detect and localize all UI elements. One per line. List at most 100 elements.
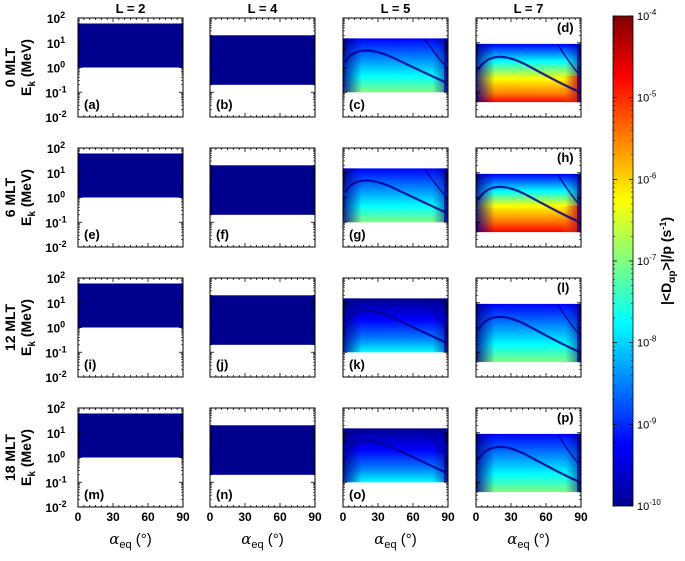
panel-l: (l): [475, 277, 582, 378]
loss-cone-edge: [444, 38, 448, 93]
panel-h: (h): [475, 147, 582, 248]
x-axis-label: αeq (°): [109, 530, 152, 551]
x-tick-label: 60: [141, 510, 155, 524]
resonance-curve-secondary: [424, 298, 446, 326]
resonance-curve: [344, 179, 447, 214]
flux-region: [78, 283, 183, 328]
y-tick-label: 10-2: [45, 369, 66, 385]
x-tick-label: 90: [574, 510, 588, 524]
x-tick-label: 60: [539, 510, 553, 524]
panel-i: (i) 102 101 100 10-1 10-2: [45, 270, 184, 385]
y-tick-label: 100: [47, 190, 65, 206]
panel-label: (j): [216, 357, 228, 372]
resonance-curve-secondary: [424, 168, 446, 196]
panel-label: (a): [84, 97, 100, 112]
row-label: 0 MLT: [2, 47, 18, 87]
panel-label: (f): [216, 227, 229, 242]
panel-label: (i): [84, 357, 96, 372]
panel-f: (f): [209, 147, 316, 248]
y-tick-label: 102: [47, 140, 65, 156]
y-tick-label: 102: [47, 400, 65, 416]
colorbar-tick-label: 10-6: [637, 171, 657, 186]
row-label: 18 MLT: [2, 433, 18, 481]
y-tick-label: 100: [47, 60, 65, 76]
colorbar-tick-label: 10-10: [637, 498, 661, 513]
y-tick-label: 101: [47, 165, 65, 181]
column-title: L = 2: [116, 1, 146, 16]
resonance-curve-secondary: [424, 428, 446, 456]
panel-b: (b): [209, 17, 316, 118]
flux-region: [210, 425, 315, 475]
resonance-curve: [344, 309, 447, 344]
flux-edge-shade: [343, 298, 448, 353]
resonance-curve: [344, 49, 447, 84]
x-tick-label: 30: [371, 510, 385, 524]
resonance-curve: [477, 445, 580, 483]
x-axis-label: αeq (°): [374, 530, 417, 551]
y-tick-label: 101: [47, 295, 65, 311]
x-tick-label: 0: [207, 510, 214, 524]
colorbar-label: |<Dαp>|/p (s-1): [658, 217, 678, 305]
x-tick-label: 60: [406, 510, 420, 524]
resonance-curve-secondary: [557, 304, 579, 334]
panel-a: (a) 102 101 100 10-1 10-2: [45, 10, 184, 125]
resonance-curve: [477, 185, 580, 223]
y-tick-label: 10-2: [45, 239, 66, 255]
panel-label: (h): [557, 150, 574, 165]
panel-g: (g): [342, 147, 449, 248]
x-tick-label: 30: [106, 510, 120, 524]
resonance-curve: [477, 55, 580, 93]
x-tick-label: 0: [75, 510, 82, 524]
panel-label: (e): [84, 227, 100, 242]
flux-region: [210, 165, 315, 215]
y-tick-label: 100: [47, 450, 65, 466]
x-axis-label: αeq (°): [241, 530, 284, 551]
panel-label: (o): [349, 487, 366, 502]
flux-region: [78, 153, 183, 198]
colorbar-tick-label: 10-9: [637, 416, 657, 431]
x-tick-label: 0: [340, 510, 347, 524]
colorbar-tick-label: 10-5: [637, 90, 657, 105]
panel-label: (g): [349, 227, 366, 242]
y-axis-label: Ek (MeV): [18, 169, 38, 226]
column-title: L = 4: [248, 1, 279, 16]
flux-region: [78, 23, 183, 68]
flux-edge-shade: [343, 428, 448, 483]
panel-n: (n)0 30 60 90 αeq (°): [207, 407, 322, 551]
column-title: L = 5: [381, 1, 411, 16]
y-tick-label: 102: [47, 270, 65, 286]
y-tick-label: 10-2: [45, 499, 66, 515]
flux-region: [210, 35, 315, 85]
colorbar-tick-label: 10-7: [637, 253, 657, 268]
y-tick-label: 10-1: [45, 474, 66, 490]
x-tick-label: 30: [238, 510, 252, 524]
flux-region: [210, 295, 315, 345]
y-axis-label: Ek (MeV): [18, 429, 38, 486]
y-tick-label: 10-1: [45, 84, 66, 100]
resonance-curve-secondary: [557, 434, 579, 464]
x-tick-label: 90: [308, 510, 322, 524]
panel-k: (k): [342, 277, 449, 378]
colorbar: 10-4 10-5 10-6 10-7 10-8 10-9 10-10 |<Dαp>|/p (…: [612, 8, 678, 513]
y-tick-label: 102: [47, 10, 65, 26]
loss-cone-edge: [444, 168, 448, 223]
x-axis-label: αeq (°): [507, 530, 550, 551]
flux-edge-shade: [476, 303, 581, 363]
panel-label: (n): [216, 487, 233, 502]
panel-m: (m)0 30 60 90 αeq (°) 102 101 100 10-1 10-2: [45, 400, 190, 551]
panel-e: (e) 102 101 100 10-1 10-2: [45, 140, 184, 255]
y-tick-label: 100: [47, 320, 65, 336]
row-label: 6 MLT: [2, 177, 18, 217]
resonance-curve: [477, 315, 580, 353]
panel-j: (j): [209, 277, 316, 378]
panel-p: (p) 0 30 60 90 αeq (°): [473, 407, 588, 551]
row-label: 12 MLT: [2, 303, 18, 351]
panel-label: (c): [349, 97, 365, 112]
x-tick-label: 30: [504, 510, 518, 524]
panel-grid: (a) 102 101 100 10-1 10-2 (b) (c) (d) (e) 102 101 10…: [2, 1, 588, 551]
flux-edge-shade: [343, 168, 448, 223]
